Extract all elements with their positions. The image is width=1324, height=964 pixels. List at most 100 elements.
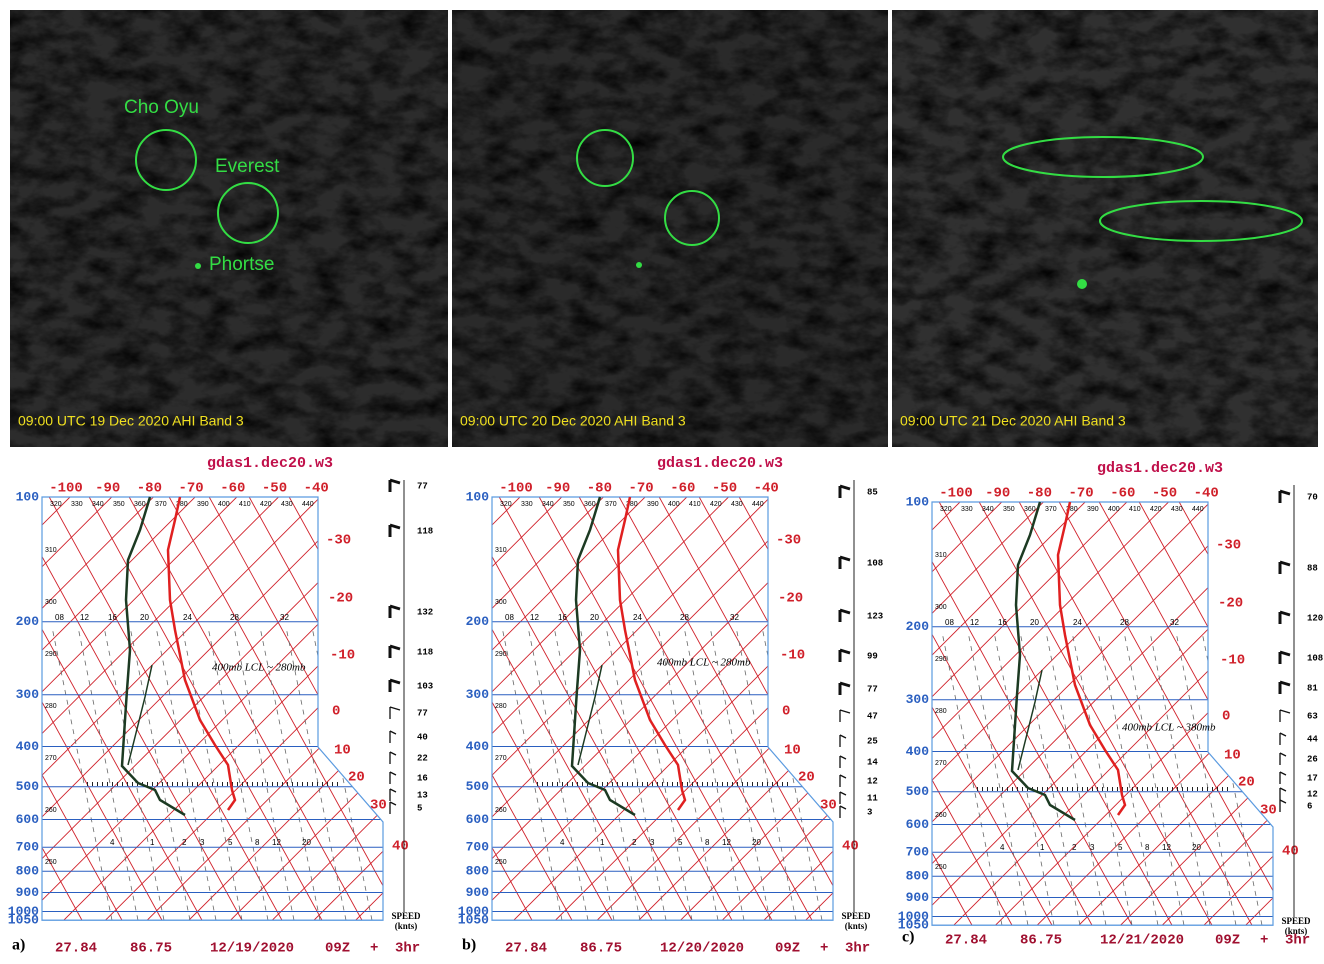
pressure-label: 1050 xyxy=(8,913,39,928)
isotherm xyxy=(932,502,1128,926)
isotherm xyxy=(188,497,383,921)
speed-unit: (knts) xyxy=(395,921,418,931)
isotherm xyxy=(0,497,28,920)
pressure-label: 900 xyxy=(906,890,930,905)
mixing-ratio xyxy=(51,626,113,921)
wind-speed: 11 xyxy=(867,793,878,803)
dry-adiabat xyxy=(932,502,973,926)
temperature-curve xyxy=(1056,501,1127,816)
isotherm xyxy=(492,497,729,921)
wind-speed: 44 xyxy=(1307,734,1318,744)
wind-barb xyxy=(1279,732,1287,745)
temperature-label: -50 xyxy=(1152,486,1177,502)
isotherm xyxy=(453,502,876,925)
annotation: 400mb LCL ~ 280mb xyxy=(657,657,751,669)
footer-longitude: 86.75 xyxy=(130,941,172,957)
temperature-label: -70 xyxy=(628,481,653,497)
theta-label: 430 xyxy=(281,501,293,508)
theta-label: 250 xyxy=(935,864,947,871)
isotherm xyxy=(313,497,383,921)
temperature-label: -40 xyxy=(1194,486,1219,502)
wind-barb xyxy=(389,801,397,814)
isotherm xyxy=(995,502,1273,926)
pressure-label: 600 xyxy=(466,812,490,827)
dry-adiabat xyxy=(42,497,123,921)
isotherm xyxy=(370,502,793,925)
marker-dot xyxy=(195,263,201,269)
mixing-ratio xyxy=(1097,631,1159,926)
temperature-label: 30 xyxy=(370,798,387,814)
dry-adiabat xyxy=(1058,502,1273,926)
dewpoint-curve xyxy=(570,496,636,817)
mixing-ratio xyxy=(605,626,667,921)
dry-adiabat xyxy=(248,497,383,921)
theta-label: 260 xyxy=(935,812,947,819)
dry-adiabat xyxy=(698,497,833,921)
theta-label: 400 xyxy=(218,501,230,508)
wind-speed: 103 xyxy=(417,681,433,691)
mixing-label: 20 xyxy=(140,613,149,622)
temperature-curve xyxy=(166,496,237,811)
marker-circle xyxy=(135,129,197,191)
theta-label: 360 xyxy=(1024,506,1036,513)
theta-label: 320 xyxy=(500,501,512,508)
footer-forecast: 3hr xyxy=(1285,933,1310,949)
theta-label: 420 xyxy=(1150,506,1162,513)
footer-date: 12/19/2020 xyxy=(210,941,294,957)
theta-label: 280 xyxy=(935,708,947,715)
pressure-label: 300 xyxy=(466,687,490,702)
temperature-label: -50 xyxy=(712,481,737,497)
mixing-ratio xyxy=(553,626,615,921)
temperature-label: -90 xyxy=(545,481,570,497)
pressure-label: 900 xyxy=(16,885,40,900)
theta-label: 290 xyxy=(935,656,947,663)
isotherm xyxy=(492,497,646,921)
mixing-label: 12 xyxy=(722,838,731,847)
wind-barb xyxy=(838,484,851,498)
dry-adiabat xyxy=(492,497,653,921)
isotherm xyxy=(492,497,771,921)
theta-label: 390 xyxy=(1087,506,1099,513)
parcel-curve xyxy=(127,664,153,766)
parcel-curve xyxy=(1017,669,1043,771)
mixing-label: 8 xyxy=(705,838,710,847)
mixing-ratio xyxy=(941,631,1003,926)
wind-barb xyxy=(1279,771,1287,784)
pressure-label: 600 xyxy=(16,812,40,827)
temperature-label: -100 xyxy=(939,486,973,502)
mixing-ratio xyxy=(129,626,191,921)
wind-speed: 40 xyxy=(417,732,428,742)
temperature-label: -60 xyxy=(1110,486,1135,502)
theta-label: 380 xyxy=(626,501,638,508)
temperature-label: -20 xyxy=(1218,596,1243,612)
wind-barb xyxy=(389,706,401,719)
panel-title: gdas1.dec20.w3 xyxy=(207,455,333,472)
dry-adiabat xyxy=(489,497,722,920)
wind-barb xyxy=(388,644,401,658)
wind-speed: 17 xyxy=(1307,773,1318,783)
isotherm xyxy=(42,497,363,921)
mixing-label: 5 xyxy=(678,838,683,847)
panel-title: gdas1.dec20.w3 xyxy=(657,455,783,472)
marker-dot xyxy=(1077,279,1087,289)
wind-barb xyxy=(389,751,397,764)
isotherm xyxy=(63,497,383,921)
place-label: Cho Oyu xyxy=(124,97,199,118)
mixing-label: 24 xyxy=(633,613,642,622)
temperature-label: -10 xyxy=(330,648,355,664)
theta-label: 270 xyxy=(935,760,947,767)
temperature-label: -80 xyxy=(587,481,612,497)
wind-speed: 120 xyxy=(1307,613,1323,623)
isotherm xyxy=(230,497,383,921)
mixing-ratio xyxy=(1149,631,1211,926)
dewpoint-curve xyxy=(1010,501,1076,822)
theta-label: 350 xyxy=(563,501,575,508)
mixing-label: 12 xyxy=(80,613,89,622)
theta-label: 430 xyxy=(1171,506,1183,513)
footer-forecast: 3hr xyxy=(845,941,870,957)
wind-speed: 77 xyxy=(417,481,428,491)
mixing-label: 20 xyxy=(590,613,599,622)
dry-adiabat xyxy=(618,497,833,921)
wind-barb xyxy=(838,648,851,662)
diagram-border xyxy=(931,501,1274,926)
